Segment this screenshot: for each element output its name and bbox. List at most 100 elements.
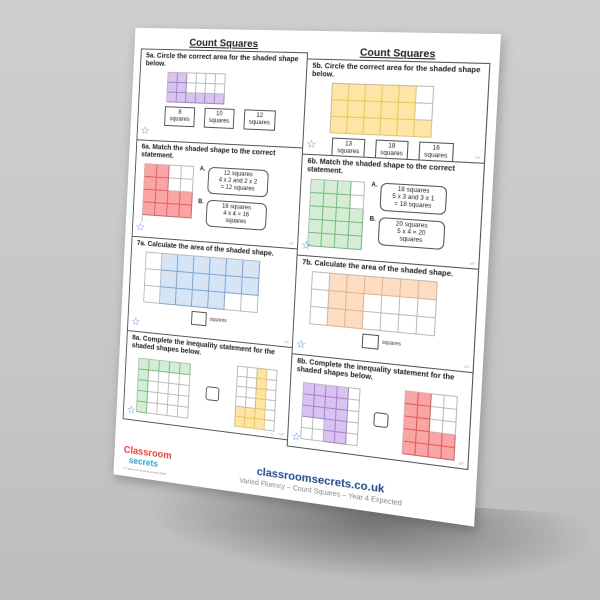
statement-a[interactable]: 12 squares 4 x 2 and 2 x 2 = 12 squares xyxy=(207,166,269,198)
corner-mark: VF xyxy=(288,240,295,247)
grid-square xyxy=(204,93,216,105)
shape-grid-right xyxy=(233,365,278,432)
star-icon: ☆ xyxy=(306,138,317,152)
grid-square xyxy=(345,292,365,312)
grid-square xyxy=(324,180,339,195)
grid-square xyxy=(240,294,259,314)
grid-square xyxy=(322,207,337,222)
grid-square xyxy=(145,252,163,271)
grid-square xyxy=(350,181,366,197)
star-icon: ☆ xyxy=(295,338,307,352)
shape-grid xyxy=(307,178,366,251)
grid-square xyxy=(336,208,351,223)
grid-square xyxy=(167,191,181,205)
grid-square xyxy=(399,297,419,317)
question-5b: 5b. Circle the correct area for the shad… xyxy=(301,58,491,165)
question-8b: 8b. Complete the inequality statement fo… xyxy=(286,353,474,471)
grid-square xyxy=(192,273,210,292)
grid-square xyxy=(156,177,169,192)
grid-square xyxy=(181,166,195,180)
statement-b[interactable]: 16 squares 4 x 4 = 16 squares xyxy=(205,199,268,231)
grid-square xyxy=(345,310,364,330)
grid-square xyxy=(380,118,399,137)
grid-square xyxy=(144,285,161,304)
grid-square xyxy=(363,294,383,314)
grid-square xyxy=(176,271,194,291)
option-box[interactable]: 10 squares xyxy=(203,107,235,129)
grid-square xyxy=(160,270,178,289)
grid-square xyxy=(415,103,434,121)
grid-square xyxy=(348,235,363,251)
grid-square xyxy=(196,73,207,84)
statement-a[interactable]: 18 squares 5 x 3 and 3 x 1 = 18 squares xyxy=(379,182,448,216)
grid-square xyxy=(415,443,430,458)
corner-mark: VF xyxy=(283,339,290,345)
star-icon: ☆ xyxy=(126,404,137,417)
grid-square xyxy=(254,418,265,431)
grid-square xyxy=(364,101,383,119)
question-8a: 8a. Complete the inequality statement fo… xyxy=(122,329,293,441)
inequality-input[interactable] xyxy=(373,411,389,428)
grid-square xyxy=(144,269,162,288)
classroom-secrets-logo: Classroom secrets © Classroom Secrets Li… xyxy=(122,444,172,476)
grid-square xyxy=(161,253,179,272)
grid-square xyxy=(365,84,383,103)
grid-square xyxy=(347,100,366,119)
grid-square xyxy=(186,73,197,84)
star-icon: ☆ xyxy=(135,221,146,234)
grid-square xyxy=(418,280,438,301)
grid-square xyxy=(309,206,324,221)
grid-square xyxy=(328,291,347,311)
shape-grid xyxy=(309,271,438,337)
grid-square xyxy=(264,420,275,432)
grid-square xyxy=(226,259,244,278)
grid-square xyxy=(349,208,364,224)
option-box[interactable]: 8 squares xyxy=(164,106,196,128)
answer-input[interactable] xyxy=(191,310,207,327)
grid-square xyxy=(321,233,336,249)
star-icon: ☆ xyxy=(140,124,150,137)
grid-square xyxy=(244,417,255,430)
grid-square xyxy=(180,179,194,193)
grid-square xyxy=(179,204,193,219)
grid-square xyxy=(179,191,193,206)
question-7a: 7a. Calculate the area of the shaded sha… xyxy=(126,235,298,349)
grid-square xyxy=(312,272,331,292)
question-6a: 6a. Match the shaded shape to the correc… xyxy=(131,139,304,250)
answer-input[interactable] xyxy=(361,333,380,350)
star-icon: ☆ xyxy=(130,315,141,329)
grid-square xyxy=(310,306,329,326)
grid-square xyxy=(193,256,211,275)
grid-square xyxy=(382,85,400,103)
grid-square xyxy=(159,287,177,306)
grid-square xyxy=(143,189,157,204)
grid-square xyxy=(177,73,188,84)
grid-square xyxy=(195,93,206,104)
shape-grid-left xyxy=(300,381,361,446)
grid-square xyxy=(209,257,228,277)
grid-square xyxy=(441,446,456,461)
grid-square xyxy=(380,313,400,333)
grid-square xyxy=(208,274,227,294)
grid-square xyxy=(337,181,352,196)
grid-square xyxy=(214,94,225,105)
grid-square xyxy=(310,192,325,208)
grid-square xyxy=(364,276,384,296)
grid-square xyxy=(177,255,195,274)
grid-square xyxy=(414,120,433,138)
inequality-input[interactable] xyxy=(205,385,220,402)
grid-square xyxy=(381,102,399,120)
question-text: 5b. Circle the correct area for the shad… xyxy=(311,62,481,79)
grid-square xyxy=(334,234,349,250)
grid-square xyxy=(215,84,226,95)
grid-square xyxy=(224,293,242,312)
grid-square xyxy=(417,298,437,319)
grid-square xyxy=(346,275,366,295)
grid-square xyxy=(167,82,178,93)
grid-square xyxy=(334,431,347,445)
option-box[interactable]: 12 squares xyxy=(243,109,276,131)
grid-square xyxy=(168,72,178,83)
grid-square xyxy=(398,315,418,335)
corner-mark: VF xyxy=(279,431,285,437)
statement-b[interactable]: 20 squares 5 x 4 = 20 squares xyxy=(377,217,446,251)
